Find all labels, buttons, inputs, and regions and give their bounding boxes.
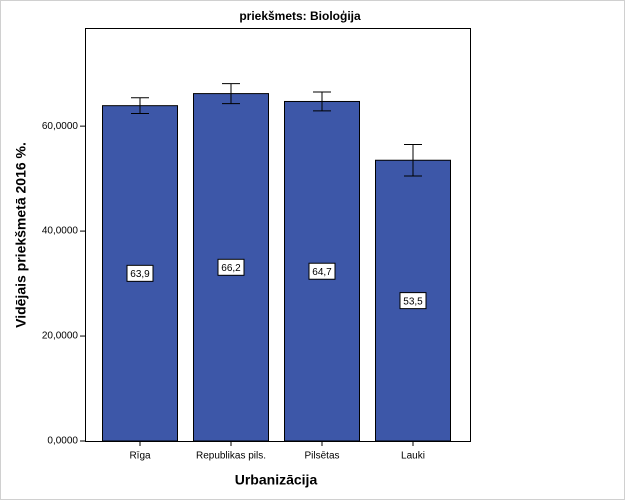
y-tick-label: 40,0000 [42, 226, 79, 237]
value-label-box [308, 262, 336, 280]
y-tick-label: 20,0000 [42, 331, 79, 342]
x-axis-label: Urbanizācija [235, 472, 318, 488]
x-tick-label: Pilsētas [304, 451, 339, 462]
y-axis-label: Vidējais priekšmetā 2016 %. [13, 142, 29, 328]
chart-title: priekšmets: Bioloģija [239, 9, 361, 23]
value-label-box [126, 264, 154, 282]
y-tick-label: 0,0000 [47, 436, 78, 447]
value-label: 63,9 [130, 269, 150, 280]
value-label: 53,5 [403, 296, 423, 307]
value-label: 66,2 [221, 263, 241, 274]
x-tick-label: Rīga [129, 451, 151, 462]
x-tick-label: Lauki [401, 451, 425, 462]
y-tick-label: 60,0000 [42, 121, 79, 132]
value-label-box [217, 258, 245, 276]
x-tick-label: Republikas pils. [196, 451, 266, 462]
value-label: 64,7 [312, 267, 332, 278]
value-label-box [399, 292, 427, 310]
